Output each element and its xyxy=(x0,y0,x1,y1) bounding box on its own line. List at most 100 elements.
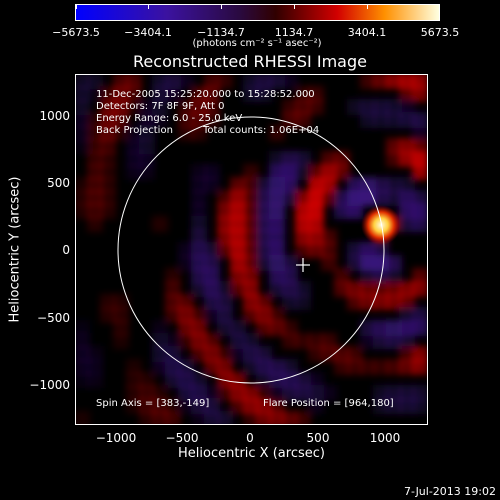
ripple-cell xyxy=(412,359,427,375)
ripple-cell xyxy=(282,99,298,115)
ripple-cell xyxy=(399,151,415,167)
ripple-cell xyxy=(373,190,389,206)
ripple-cell xyxy=(230,190,246,206)
ripple-cell xyxy=(334,268,350,284)
ripple-cell xyxy=(399,359,415,375)
ripple-cell xyxy=(126,151,142,167)
ripple-cell xyxy=(76,411,90,424)
ripple-cell xyxy=(87,138,103,154)
ripple-cell xyxy=(230,268,246,284)
ripple-cell xyxy=(256,359,272,375)
ripple-cell xyxy=(308,242,324,258)
ripple-cell xyxy=(269,281,285,297)
ripple-cell xyxy=(412,112,427,128)
ripple-cell xyxy=(360,268,376,284)
ripple-cell xyxy=(347,255,363,271)
ripple-cell xyxy=(386,255,402,271)
ripple-cell xyxy=(230,372,246,388)
ripple-cell xyxy=(373,255,389,271)
ripple-cell xyxy=(412,320,427,336)
ripple-cell xyxy=(334,359,350,375)
y-tick-label: −1000 xyxy=(29,378,70,392)
ripple-cell xyxy=(139,372,155,388)
x-tick-label: 1000 xyxy=(369,431,401,445)
ripple-cell xyxy=(282,281,298,297)
ripple-cell xyxy=(412,216,427,232)
ripple-cell xyxy=(152,112,168,128)
ripple-cell xyxy=(191,333,207,349)
annotation-flare-position: Flare Position = [964,180] xyxy=(263,398,394,409)
ripple-cell xyxy=(243,333,259,349)
colorbar-tick xyxy=(294,5,295,9)
ripple-cell xyxy=(269,255,285,271)
ripple-cell xyxy=(191,229,207,245)
ripple-cell xyxy=(191,99,207,115)
ripple-cell xyxy=(373,294,389,310)
ripple-cell xyxy=(334,203,350,219)
ripple-cell xyxy=(100,203,116,219)
image-title: Reconstructed RHESSI Image xyxy=(133,52,367,71)
ripple-cell xyxy=(295,294,311,310)
ripple-cell xyxy=(165,372,181,388)
solar-image-plot: 11-Dec-2005 15:25:20.000 to 15:28:52.000… xyxy=(75,74,428,425)
ripple-cell xyxy=(334,164,350,180)
ripple-cell xyxy=(217,346,233,362)
ripple-cell xyxy=(308,203,324,219)
ripple-cell xyxy=(113,294,129,310)
colorbar-units: (photons cm⁻² s⁻¹ asec⁻²) xyxy=(192,38,322,49)
ripple-cell xyxy=(139,398,155,414)
ripple-cell xyxy=(113,320,129,336)
ripple-cell xyxy=(191,281,207,297)
ripple-cell xyxy=(76,138,90,154)
ripple-cell xyxy=(386,138,402,154)
ripple-cell xyxy=(152,333,168,349)
ripple-cell xyxy=(100,112,116,128)
ripple-cell xyxy=(126,398,142,414)
ripple-cell xyxy=(217,411,233,424)
ripple-cell xyxy=(308,216,324,232)
ripple-cell xyxy=(217,75,233,89)
ripple-cell xyxy=(152,320,168,336)
ripple-cell xyxy=(256,307,272,323)
ripple-cell xyxy=(295,151,311,167)
ripple-cell xyxy=(243,242,259,258)
ripple-cell xyxy=(373,398,389,414)
ripple-cell xyxy=(113,112,129,128)
ripple-cell xyxy=(76,86,90,102)
plot-date-stamp: 7-Jul-2013 19:02 xyxy=(403,485,496,498)
ripple-cell xyxy=(321,190,337,206)
ripple-pattern xyxy=(76,75,427,424)
ripple-cell xyxy=(373,177,389,193)
ripple-cell xyxy=(217,359,233,375)
solar-limb-circle xyxy=(117,116,385,384)
spin-axis-marker xyxy=(296,258,310,272)
ripple-cell xyxy=(243,385,259,401)
ripple-cell xyxy=(178,294,194,310)
colorbar-label: 3404.1 xyxy=(347,26,387,39)
ripple-cell xyxy=(76,333,90,349)
ripple-cell xyxy=(282,411,298,424)
ripple-cell xyxy=(230,281,246,297)
ripple-cell xyxy=(386,320,402,336)
ripple-cell xyxy=(191,242,207,258)
ripple-cell xyxy=(139,411,155,424)
ripple-cell xyxy=(204,99,220,115)
ripple-cell xyxy=(87,112,103,128)
ripple-cell xyxy=(399,398,415,414)
ripple-cell xyxy=(165,268,181,284)
ripple-cell xyxy=(256,346,272,362)
ripple-cell xyxy=(269,125,285,141)
ripple-cell xyxy=(76,320,90,336)
ripple-cell xyxy=(334,151,350,167)
ripple-cell xyxy=(165,411,181,424)
ripple-cell xyxy=(243,411,259,424)
ripple-cell xyxy=(113,99,129,115)
annotation-detectors: Detectors: 7F 8F 9F, Att 0 xyxy=(96,101,225,112)
ripple-cell xyxy=(178,75,194,89)
ripple-cell xyxy=(204,164,220,180)
ripple-cell xyxy=(399,320,415,336)
ripple-cell xyxy=(165,398,181,414)
ripple-cell xyxy=(295,164,311,180)
ripple-cell xyxy=(256,398,272,414)
ripple-cell xyxy=(191,216,207,232)
